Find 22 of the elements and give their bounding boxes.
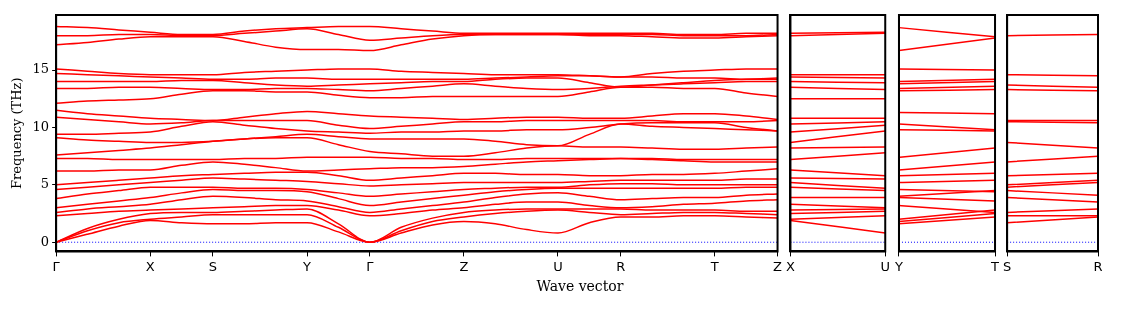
y-tick-label: 10: [32, 118, 50, 134]
x-tick-label: X: [145, 258, 155, 274]
y-axis-title: Frequency (THz): [9, 77, 25, 189]
x-tick-label: T: [709, 258, 719, 274]
x-tick-label: Z: [773, 258, 783, 274]
y-tick-label: 5: [40, 176, 50, 192]
x-tick-label: Z: [459, 258, 469, 274]
x-tick-label: R: [616, 258, 626, 274]
x-tick-label: U: [553, 258, 563, 274]
x-tick-label: S: [208, 258, 218, 274]
x-tick-label: U: [880, 258, 890, 274]
x-tick-label: R: [1093, 258, 1103, 274]
x-tick-label: Y: [302, 258, 312, 274]
y-tick-label: 15: [32, 61, 50, 77]
x-tick-label: Γ: [52, 258, 61, 274]
x-axis-title: Wave vector: [535, 278, 625, 294]
x-tick-label: X: [786, 258, 795, 274]
x-tick-label: Y: [893, 258, 903, 274]
x-tick-label: Γ: [366, 258, 375, 274]
y-tick-label: 0: [40, 233, 50, 249]
x-tick-label: T: [990, 258, 1000, 274]
x-tick-label: S: [1002, 258, 1012, 274]
